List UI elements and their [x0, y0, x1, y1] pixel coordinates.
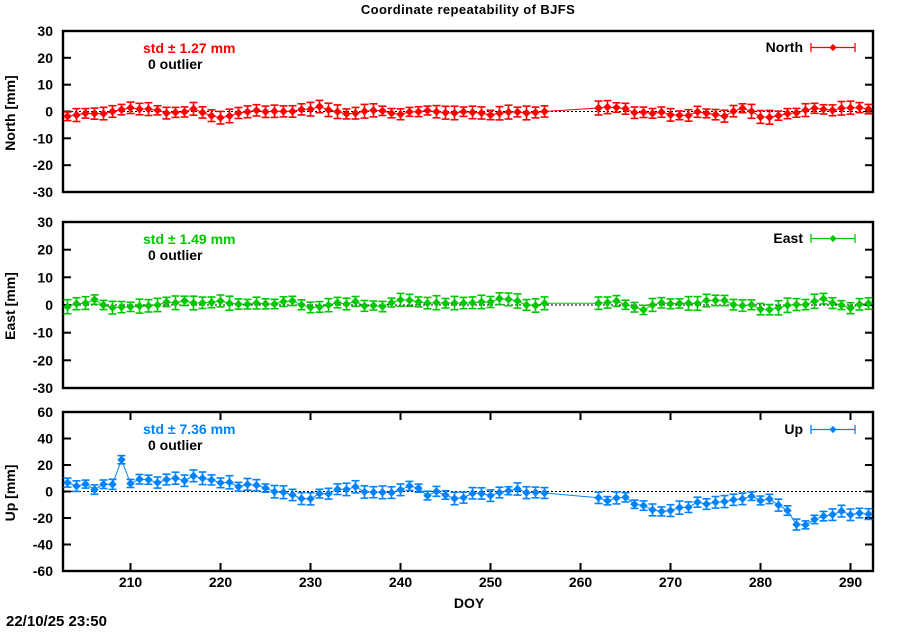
svg-text:230: 230	[299, 574, 323, 590]
svg-text:-60: -60	[33, 563, 53, 579]
svg-text:0 outlier: 0 outlier	[148, 247, 203, 263]
svg-text:-30: -30	[33, 184, 53, 200]
svg-text:280: 280	[749, 574, 773, 590]
svg-text:DOY: DOY	[454, 595, 485, 611]
svg-text:Coordinate repeatability of BJ: Coordinate repeatability of BJFS	[361, 2, 575, 17]
svg-text:30: 30	[37, 214, 53, 230]
svg-text:-10: -10	[33, 130, 53, 146]
svg-text:-20: -20	[33, 352, 53, 368]
svg-text:-40: -40	[33, 537, 53, 553]
svg-text:20: 20	[37, 457, 53, 473]
svg-text:10: 10	[37, 269, 53, 285]
svg-text:North [mm]: North [mm]	[2, 75, 18, 150]
svg-text:240: 240	[389, 574, 413, 590]
svg-text:20: 20	[37, 50, 53, 66]
svg-text:250: 250	[479, 574, 503, 590]
svg-text:-20: -20	[33, 510, 53, 526]
svg-text:Up [mm]: Up [mm]	[2, 465, 18, 522]
svg-text:-30: -30	[33, 380, 53, 396]
svg-text:60: 60	[37, 404, 53, 420]
svg-text:290: 290	[839, 574, 863, 590]
svg-text:270: 270	[659, 574, 683, 590]
svg-text:std ± 1.49 mm: std ± 1.49 mm	[143, 231, 236, 247]
svg-text:std ± 1.27 mm: std ± 1.27 mm	[143, 40, 236, 56]
svg-text:0: 0	[45, 104, 53, 120]
svg-text:0: 0	[45, 297, 53, 313]
svg-text:Up: Up	[784, 421, 803, 437]
svg-text:East: East	[773, 230, 803, 246]
svg-text:210: 210	[119, 574, 143, 590]
svg-text:std ± 7.36 mm: std ± 7.36 mm	[143, 421, 236, 437]
svg-text:260: 260	[569, 574, 593, 590]
svg-text:-10: -10	[33, 325, 53, 341]
svg-text:0 outlier: 0 outlier	[148, 56, 203, 72]
svg-text:East [mm]: East [mm]	[2, 272, 18, 340]
svg-text:-20: -20	[33, 157, 53, 173]
svg-text:30: 30	[37, 23, 53, 39]
svg-text:40: 40	[37, 431, 53, 447]
svg-text:0: 0	[45, 484, 53, 500]
svg-text:220: 220	[209, 574, 233, 590]
svg-text:North: North	[766, 39, 803, 55]
svg-text:0 outlier: 0 outlier	[148, 437, 203, 453]
svg-text:22/10/25 23:50: 22/10/25 23:50	[6, 613, 107, 630]
svg-text:10: 10	[37, 77, 53, 93]
svg-text:20: 20	[37, 242, 53, 258]
